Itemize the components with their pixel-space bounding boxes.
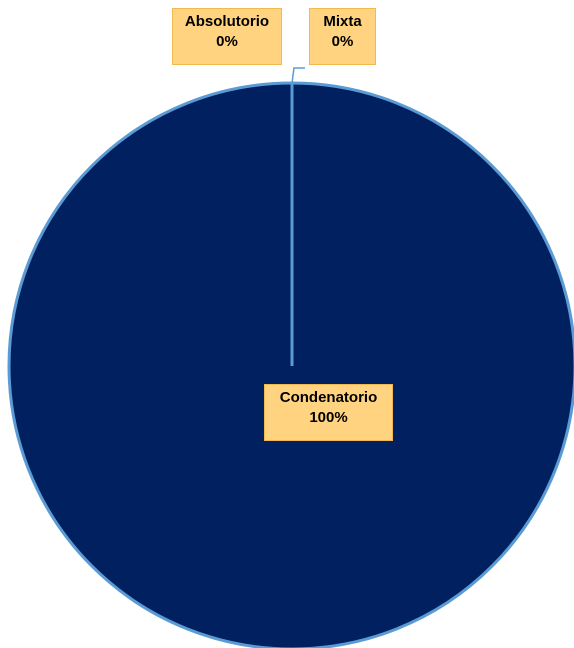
data-label-mixta-name: Mixta <box>323 13 362 30</box>
data-label-mixta: Mixta 0% <box>309 8 376 65</box>
data-label-absolutorio-name: Absolutorio <box>184 13 270 30</box>
data-label-condenatorio-name: Condenatorio <box>279 389 378 406</box>
leader-line-mixta <box>291 67 305 84</box>
data-label-absolutorio: Absolutorio 0% <box>172 8 282 65</box>
data-label-condenatorio-percent: 100% <box>309 409 348 426</box>
data-label-condenatorio: Condenatorio 100% <box>264 384 393 441</box>
data-label-absolutorio-percent: 0% <box>216 33 238 50</box>
data-label-mixta-percent: 0% <box>331 33 354 50</box>
